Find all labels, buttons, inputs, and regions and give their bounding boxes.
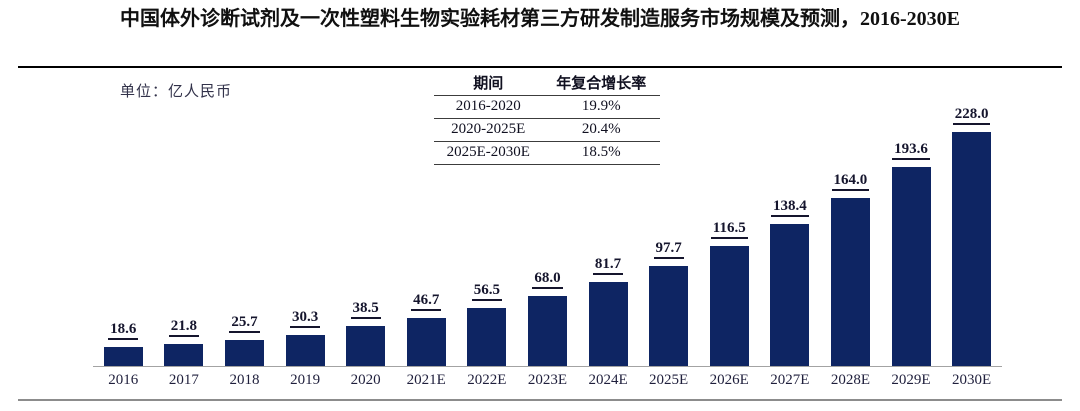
bar-column: 18.6 [93, 321, 154, 366]
bar-column: 116.5 [699, 220, 760, 366]
bar [285, 335, 325, 366]
bar-value-label: 21.8 [168, 318, 200, 337]
x-axis-labels: 2016 2017 2018 2019 2020 2021E 2022E 2023E 2024E… [93, 372, 1002, 389]
bar-column: 193.6 [881, 141, 942, 366]
bottom-rule [18, 399, 1062, 401]
bar-column: 30.3 [275, 309, 336, 366]
bar-value-label: 164.0 [831, 172, 870, 191]
bar [770, 224, 810, 366]
bar-column: 25.7 [214, 314, 275, 366]
bar [164, 344, 204, 366]
x-axis-label: 2026E [709, 372, 749, 388]
x-axis-label: 2018 [229, 372, 260, 388]
cagr-header-rate: 年复合增长率 [542, 71, 660, 96]
bar-value-label: 193.6 [892, 141, 930, 160]
bar-value-label: 228.0 [952, 106, 991, 125]
x-axis-label: 2030E [952, 372, 992, 388]
bar-column: 138.4 [760, 198, 821, 366]
cagr-cell-period: 2025E-2030E [434, 141, 543, 165]
cagr-cell-rate: 19.9% [542, 95, 660, 119]
bar [649, 266, 689, 366]
cagr-cell-rate: 20.4% [542, 118, 660, 142]
bar-value-label: 116.5 [710, 220, 748, 239]
cagr-row: 2020-2025E 20.4% [434, 118, 660, 142]
x-axis-label: 2024E [588, 372, 628, 388]
x-axis-label: 2017 [168, 372, 199, 388]
cagr-cell-period: 2016-2020 [434, 95, 543, 119]
bar-column: 97.7 [638, 240, 699, 366]
bar-value-label: 25.7 [229, 314, 260, 333]
bar-value-label: 97.7 [653, 240, 684, 259]
bar [103, 347, 143, 366]
x-axis-label: 2029E [891, 372, 931, 388]
bar [830, 198, 870, 366]
x-axis-label: 2021E [406, 372, 446, 388]
cagr-table: 期间 年复合增长率 2016-2020 19.9% 2020-2025E 20.4% 2… [434, 71, 660, 165]
cagr-header-period: 期间 [434, 71, 543, 96]
bar [952, 132, 992, 366]
bar-column: 68.0 [517, 270, 578, 366]
bar [406, 318, 446, 366]
bar [709, 246, 749, 366]
bar-value-label: 30.3 [289, 309, 321, 328]
bar-column: 228.0 [941, 106, 1002, 366]
x-axis-label: 2023E [527, 372, 568, 388]
bar [527, 296, 567, 366]
plot-area: 18.6 21.8 25.7 30.3 38.5 46.7 56.5 68.0 81.7 97.7… [93, 100, 1002, 367]
unit-label: 单位：亿人民币 [120, 84, 233, 100]
x-axis-label: 2020 [350, 372, 381, 388]
x-axis-label: 2028E [830, 372, 870, 388]
x-axis-label: 2025E [649, 372, 689, 388]
bar [891, 167, 931, 366]
bar-value-label: 56.5 [471, 282, 502, 301]
x-axis-label: 2022E [467, 372, 507, 388]
cagr-row: 2016-2020 19.9% [434, 95, 660, 119]
cagr-row: 2025E-2030E 18.5% [434, 141, 660, 165]
bar-value-label: 138.4 [770, 198, 809, 217]
bar-value-label: 38.5 [350, 300, 381, 319]
bar-value-label: 18.6 [108, 321, 139, 340]
bar-column: 164.0 [820, 172, 881, 366]
bar [467, 308, 507, 366]
bar-column: 56.5 [457, 282, 518, 366]
x-axis-label: 2027E [770, 372, 810, 388]
bar-column: 21.8 [154, 318, 215, 366]
bar-value-label: 68.0 [532, 270, 563, 289]
bar-column: 38.5 [335, 300, 396, 366]
x-axis-label: 2019 [290, 372, 321, 388]
chart-title: 中国体外诊断试剂及一次性塑料生物实验耗材第三方研发制造服务市场规模及预测，201… [120, 8, 960, 30]
x-axis-label: 2016 [108, 372, 139, 388]
bar-column: 46.7 [396, 292, 457, 366]
bar [224, 340, 264, 366]
bar-value-label: 81.7 [592, 256, 624, 275]
cagr-header-row: 期间 年复合增长率 [434, 71, 660, 96]
title-underline-rule [18, 66, 1062, 68]
cagr-cell-rate: 18.5% [542, 141, 660, 165]
bar-column: 81.7 [578, 256, 639, 366]
bar [588, 282, 628, 366]
bar-value-label: 46.7 [411, 292, 442, 311]
bar [346, 326, 386, 366]
cagr-cell-period: 2020-2025E [434, 118, 543, 142]
